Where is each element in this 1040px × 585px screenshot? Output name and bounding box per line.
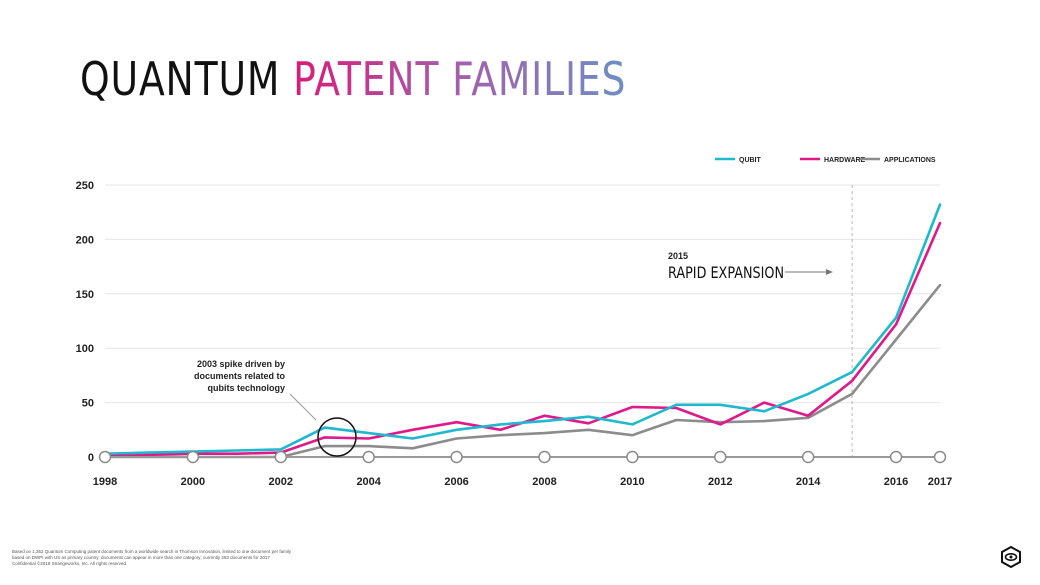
annotation-2015-arrowhead	[826, 269, 833, 275]
x-tick-marker	[186, 450, 200, 464]
legend-label-applications: APPLICATIONS	[884, 157, 936, 164]
footnote-line-2: based on DWPI with US as primary country…	[12, 555, 270, 560]
x-tick-marker	[538, 450, 551, 464]
annotation-2003-line-3: qubits technology	[208, 383, 286, 393]
x-tick-marker	[714, 450, 727, 464]
x-tick-label: 2010	[620, 476, 644, 488]
strangeworks-logo-icon	[1001, 546, 1021, 568]
annotation-2003-line-1: 2003 spike driven by	[197, 359, 285, 369]
x-tick-label: 2006	[444, 476, 468, 488]
x-tick-marker	[274, 450, 288, 464]
x-tick-marker	[98, 450, 112, 464]
x-tick-label: 2016	[884, 476, 908, 488]
footnote-line-1: Based on 1,352 Quantum Computing patent …	[12, 549, 292, 554]
legend-label-hardware: HARDWARE	[824, 157, 866, 164]
y-tick-label: 100	[76, 343, 94, 355]
footnote-line-3: Confidential ©2018 Strangeworks, Inc. Al…	[12, 561, 128, 566]
footnote: Based on 1,352 Quantum Computing patent …	[12, 549, 432, 567]
x-tick-marker	[801, 450, 815, 464]
annotation-2003-line-2: documents related to	[194, 371, 286, 381]
annotation-2015-year: 2015	[668, 251, 688, 261]
x-tick-label: 2008	[532, 476, 556, 488]
title-part-2: PATENT FAMILIES	[293, 52, 627, 106]
x-tick-label: 2017	[928, 476, 952, 488]
y-tick-label: 250	[76, 180, 94, 192]
x-tick-label: 1998	[93, 476, 117, 488]
y-tick-label: 200	[76, 234, 94, 246]
x-tick-marker	[362, 450, 375, 464]
x-tick-marker	[450, 450, 463, 464]
x-axis: 1998 2000 2002 2004 2006 2008 2010 2012 2014 2016…	[93, 450, 952, 488]
x-tick-label: 2002	[269, 476, 293, 488]
grid-lines	[105, 184, 940, 404]
series-line-hardware	[103, 221, 942, 457]
y-tick-label: 150	[76, 289, 94, 301]
x-tick-marker	[933, 450, 947, 464]
series-line-qubit	[103, 203, 942, 456]
x-tick-label: 2014	[796, 476, 821, 488]
legend-label-qubit: QUBIT	[739, 157, 762, 164]
x-tick-label: 2012	[708, 476, 732, 488]
x-tick-marker	[626, 450, 639, 464]
x-tick-label: 2004	[356, 476, 381, 488]
page-title: QUANTUM PATENT FAMILIES	[80, 56, 626, 102]
legend: QUBIT HARDWARE APPLICATIONS	[715, 157, 936, 164]
y-tick-label: 50	[82, 398, 94, 410]
annotation-2015-label: RAPID EXPANSION	[668, 265, 784, 283]
title-part-1: QUANTUM	[80, 52, 281, 106]
annotations: 2003 spike driven by documents related t…	[194, 251, 833, 457]
y-axis: 0 50 100 150 200 250	[76, 180, 94, 464]
series-lines	[103, 203, 942, 459]
annotation-2003-circle	[317, 417, 357, 457]
x-tick-label: 2000	[181, 476, 205, 488]
annotation-2003-pointer	[289, 393, 317, 421]
x-tick-marker	[889, 450, 903, 464]
y-tick-label: 0	[88, 452, 94, 464]
